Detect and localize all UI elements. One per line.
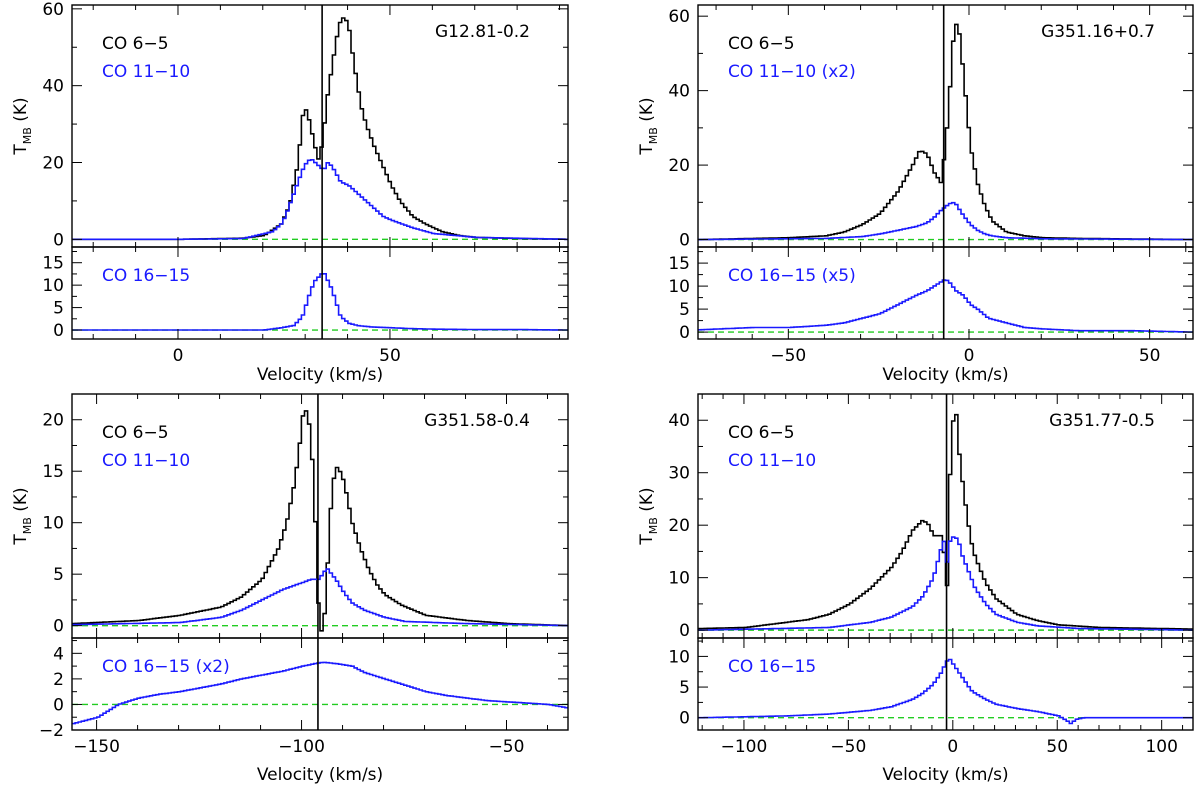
legend-co-16-15: CO 16−15 (x2) <box>102 657 230 677</box>
panel-4: −100 −50 0 50 100 0 10 20 30 40 0 5 10 Velocity (km/s… <box>637 393 1194 785</box>
source-name: G351.77-0.5 <box>1049 411 1155 431</box>
y-axis-label: TMB (K) <box>11 487 34 545</box>
xtick-label-2: 0 <box>947 737 958 757</box>
legend-co-6-5: CO 6−5 <box>102 423 169 443</box>
legend-co-11-10: CO 11−10 (x2) <box>728 62 856 82</box>
ytick-label-bottom-3: 15 <box>42 254 64 274</box>
x-axis-label: Velocity (km/s) <box>882 765 1008 785</box>
ytick-label-bottom-3: 4 <box>53 644 64 664</box>
source-name: G12.81-0.2 <box>435 22 530 42</box>
ytick-label-top-0: 0 <box>679 231 690 251</box>
ytick-label-bottom-0: 0 <box>679 709 690 729</box>
axes-frame-bottom <box>71 637 569 731</box>
xtick-label-0: −100 <box>721 737 768 757</box>
legend-co-11-10: CO 11−10 <box>102 451 190 471</box>
ytick-label-top-2: 40 <box>42 77 64 97</box>
axes-frame-bottom <box>697 637 1194 731</box>
y-axis-label: TMB (K) <box>637 97 660 155</box>
legend-co-16-15: CO 16−15 (x5) <box>728 266 856 286</box>
y-axis-label: TMB (K) <box>11 97 34 155</box>
legend-co-11-10: CO 11−10 <box>728 451 816 471</box>
ytick-label-top-0: 0 <box>53 617 64 637</box>
ytick-label-bottom-1: 0 <box>53 695 64 715</box>
ytick-label-bottom-1: 5 <box>53 299 64 319</box>
ytick-label-bottom-1: 5 <box>679 678 690 698</box>
xtick-label-0: 0 <box>173 346 184 366</box>
axes-frame-bottom <box>71 246 569 340</box>
ytick-label-top-2: 20 <box>668 516 690 536</box>
series-top-1 <box>72 159 568 241</box>
xtick-label-0: −50 <box>770 346 806 366</box>
x-axis-label: Velocity (km/s) <box>257 765 383 785</box>
ytick-label-top-2: 10 <box>42 514 64 534</box>
legend-co-16-15: CO 16−15 <box>728 657 816 677</box>
ytick-label-top-0: 0 <box>53 230 64 250</box>
xtick-label-4: 100 <box>1145 737 1177 757</box>
legend-co-6-5: CO 6−5 <box>102 34 169 54</box>
ytick-label-bottom-2: 10 <box>668 277 690 297</box>
ytick-label-top-1: 5 <box>53 565 64 585</box>
xtick-label-1: −50 <box>830 737 866 757</box>
ytick-label-top-3: 60 <box>668 7 690 27</box>
xtick-label-1: 0 <box>964 346 975 366</box>
series-bottom-0 <box>698 658 1193 725</box>
xtick-label-3: 50 <box>1046 737 1068 757</box>
ytick-label-bottom-3: 15 <box>668 254 690 274</box>
ytick-label-top-1: 10 <box>668 569 690 589</box>
xtick-label-2: −50 <box>489 737 525 757</box>
ytick-label-top-3: 60 <box>42 0 64 20</box>
xtick-label-1: 50 <box>379 346 401 366</box>
ytick-label-top-0: 0 <box>679 621 690 641</box>
series-bottom-0 <box>72 273 568 331</box>
x-axis-label: Velocity (km/s) <box>882 365 1008 385</box>
legend-co-16-15: CO 16−15 <box>102 266 190 286</box>
ytick-label-top-3: 30 <box>668 464 690 484</box>
xtick-label-2: 50 <box>1139 346 1161 366</box>
ytick-label-bottom-2: 2 <box>53 670 64 690</box>
series-top-1 <box>72 568 568 627</box>
legend-co-6-5: CO 6−5 <box>728 423 795 443</box>
series-bottom-0 <box>72 661 568 725</box>
panel-3: −150 −100 −50 0 5 10 15 20 −2 0 2 4 Velocity (km/s) T… <box>11 393 569 785</box>
series-top-0 <box>698 413 1193 630</box>
legend-co-11-10: CO 11−10 <box>102 62 190 82</box>
ytick-label-bottom-2: 10 <box>668 647 690 667</box>
ytick-label-top-1: 20 <box>668 156 690 176</box>
ytick-label-top-4: 20 <box>42 411 64 431</box>
ytick-label-bottom-0: 0 <box>53 321 64 341</box>
ytick-label-top-1: 20 <box>42 153 64 173</box>
ytick-label-top-2: 40 <box>668 82 690 102</box>
panel-2: −50 0 50 0 20 40 60 0 5 10 15 Velocity (km/s) TMB (K… <box>637 4 1194 385</box>
ytick-label-bottom-0: 0 <box>679 323 690 343</box>
ytick-label-bottom-2: 10 <box>42 276 64 296</box>
series-top-0 <box>72 410 568 632</box>
ytick-label-top-3: 15 <box>42 462 64 482</box>
axes-frame-bottom <box>697 246 1194 340</box>
series-top-1 <box>698 536 1193 631</box>
ytick-label-bottom-0: −2 <box>39 721 64 741</box>
ytick-label-bottom-1: 5 <box>679 300 690 320</box>
y-axis-label: TMB (K) <box>637 487 660 545</box>
source-name: G351.58-0.4 <box>424 411 530 431</box>
legend-co-6-5: CO 6−5 <box>728 34 795 54</box>
x-axis-label: Velocity (km/s) <box>257 365 383 385</box>
xtick-label-1: −100 <box>278 737 325 757</box>
source-name: G351.16+0.7 <box>1041 22 1155 42</box>
xtick-label-0: −150 <box>73 737 120 757</box>
series-top-1 <box>698 201 1193 241</box>
series-bottom-0 <box>698 279 1193 333</box>
ytick-label-top-4: 40 <box>668 411 690 431</box>
